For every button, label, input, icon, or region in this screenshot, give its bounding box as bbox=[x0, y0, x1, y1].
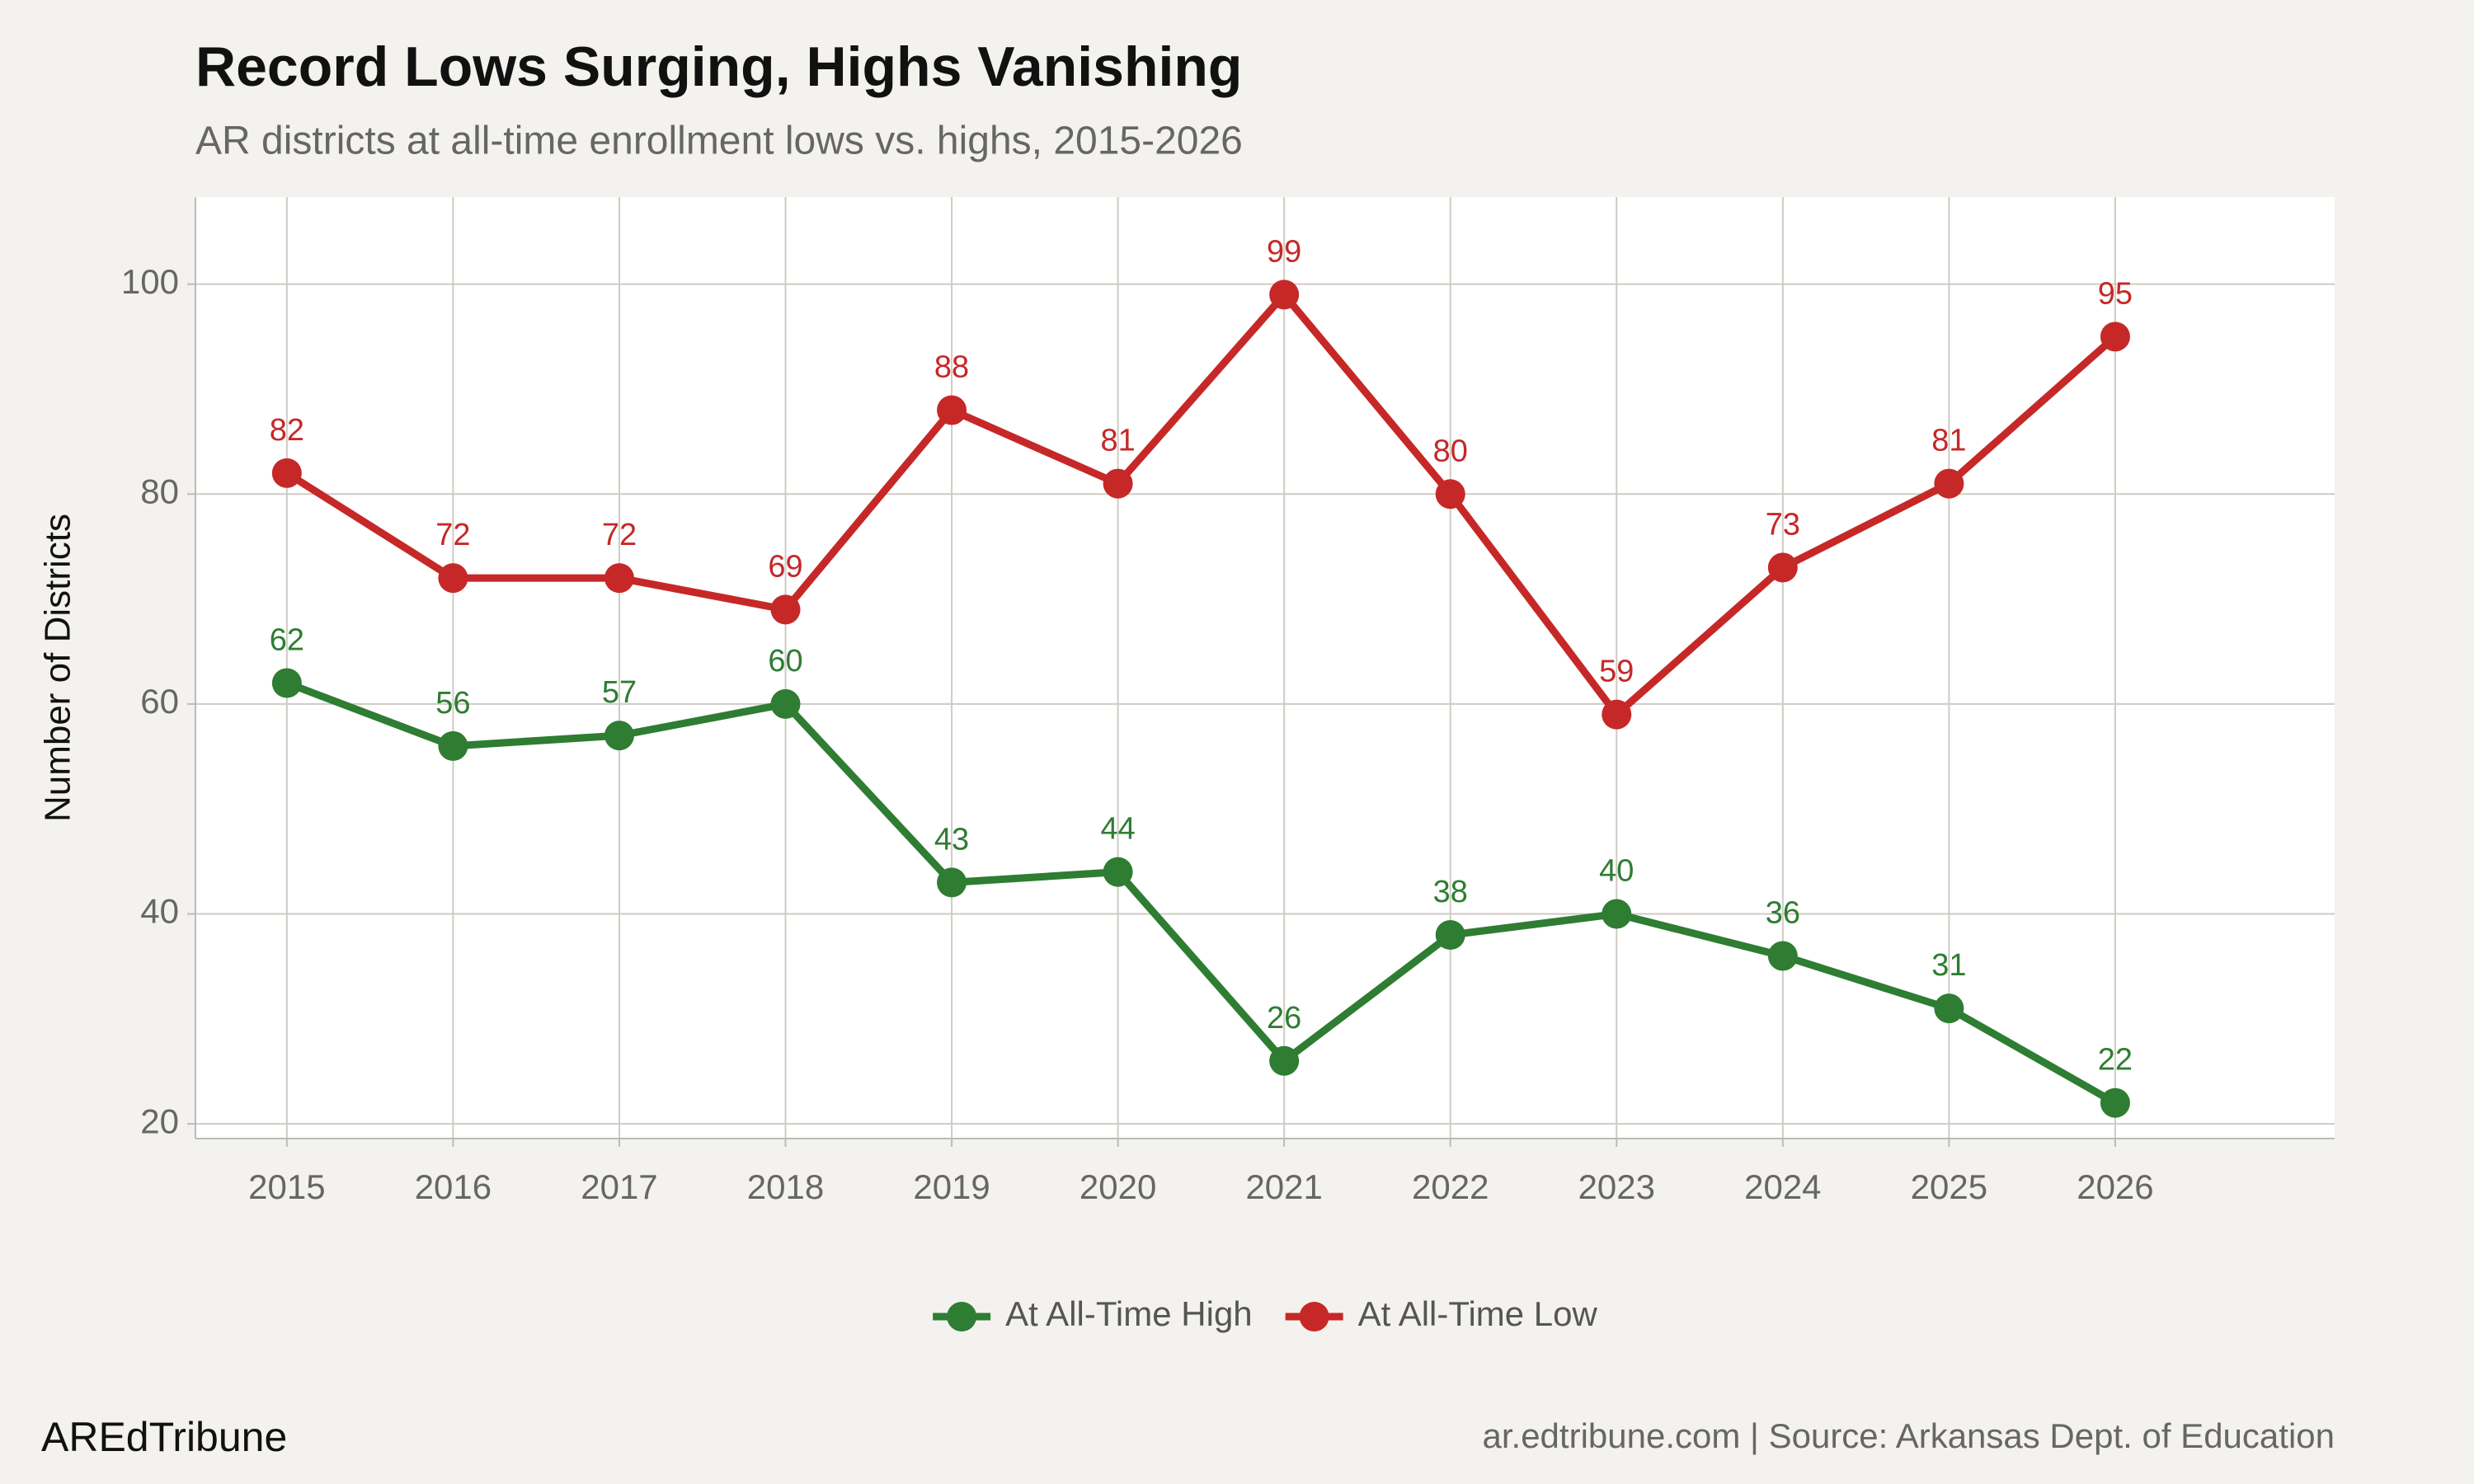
y-tick-label: 100 bbox=[121, 262, 179, 301]
data-label: 80 bbox=[1433, 434, 1468, 468]
point bbox=[271, 458, 302, 488]
x-tick-label: 2018 bbox=[747, 1167, 824, 1206]
credit: AREdTribune bbox=[41, 1414, 287, 1460]
chart-title: Record Lows Surging, Highs Vanishing bbox=[195, 35, 1242, 98]
source: ar.edtribune.com | Source: Arkansas Dept… bbox=[1483, 1416, 2335, 1455]
plot-area bbox=[195, 197, 2335, 1139]
data-label: 59 bbox=[1599, 655, 1634, 689]
point bbox=[1269, 279, 1300, 310]
data-label: 69 bbox=[768, 549, 802, 584]
x-tick-label: 2015 bbox=[248, 1167, 325, 1206]
data-label: 72 bbox=[602, 518, 637, 552]
data-label: 43 bbox=[934, 822, 969, 857]
data-label: 56 bbox=[435, 686, 470, 721]
y-tick-label: 40 bbox=[140, 892, 179, 931]
point bbox=[438, 563, 468, 594]
x-tick-label: 2019 bbox=[913, 1167, 990, 1206]
data-label: 26 bbox=[1267, 1001, 1301, 1036]
data-label: 72 bbox=[435, 518, 470, 552]
y-tick-label: 20 bbox=[140, 1101, 179, 1140]
point bbox=[770, 688, 801, 719]
point bbox=[271, 668, 302, 698]
point bbox=[1103, 857, 1133, 887]
x-tick-label: 2021 bbox=[1245, 1167, 1322, 1206]
point bbox=[2100, 322, 2130, 352]
data-label: 60 bbox=[768, 644, 802, 679]
point bbox=[1767, 941, 1798, 971]
data-label: 81 bbox=[1931, 424, 1966, 458]
x-tick-label: 2024 bbox=[1744, 1167, 1821, 1206]
series-line bbox=[285, 679, 2118, 1106]
data-label: 22 bbox=[2098, 1043, 2133, 1078]
data-label: 57 bbox=[602, 675, 637, 710]
data-label: 31 bbox=[1931, 948, 1966, 983]
point bbox=[604, 563, 634, 594]
legend-label: At All-Time High bbox=[1005, 1294, 1253, 1333]
point bbox=[1934, 468, 1964, 499]
point bbox=[1269, 1045, 1300, 1076]
data-label: 88 bbox=[934, 350, 969, 384]
point bbox=[1767, 552, 1798, 583]
x-tick-label: 2026 bbox=[2077, 1167, 2153, 1206]
data-label: 62 bbox=[270, 622, 304, 657]
data-label: 40 bbox=[1599, 854, 1634, 889]
y-axis-label: Number of Districts bbox=[38, 514, 78, 822]
data-label: 38 bbox=[1433, 875, 1468, 909]
point bbox=[1435, 479, 1465, 510]
data-label: 81 bbox=[1100, 424, 1135, 458]
point bbox=[770, 594, 801, 625]
chart-subtitle: AR districts at all-time enrollment lows… bbox=[195, 120, 1243, 163]
legend-marker bbox=[1299, 1302, 1329, 1331]
x-tick-label: 2025 bbox=[1911, 1167, 1987, 1206]
x-tick-label: 2017 bbox=[581, 1167, 657, 1206]
x-tick-label: 2016 bbox=[415, 1167, 492, 1206]
x-tick-label: 2023 bbox=[1578, 1167, 1655, 1206]
point bbox=[2100, 1087, 2130, 1118]
point bbox=[1602, 899, 1632, 929]
data-label: 95 bbox=[2098, 276, 2133, 311]
data-label: 73 bbox=[1766, 507, 1800, 542]
y-tick-label: 60 bbox=[140, 682, 179, 721]
legend-label: At All-Time Low bbox=[1358, 1294, 1598, 1333]
x-tick-label: 2022 bbox=[1412, 1167, 1489, 1206]
series-line bbox=[285, 290, 2118, 719]
y-tick-label: 80 bbox=[140, 472, 179, 510]
data-label: 44 bbox=[1100, 812, 1135, 847]
legend-marker bbox=[947, 1302, 977, 1331]
point bbox=[1934, 993, 1964, 1024]
point bbox=[438, 730, 468, 761]
point bbox=[1602, 699, 1632, 730]
point bbox=[1103, 468, 1133, 499]
point bbox=[937, 867, 967, 898]
data-label: 36 bbox=[1766, 896, 1800, 931]
point bbox=[1435, 920, 1465, 951]
data-label: 99 bbox=[1267, 234, 1301, 269]
point bbox=[937, 395, 967, 425]
data-label: 82 bbox=[270, 413, 304, 448]
x-tick-label: 2020 bbox=[1079, 1167, 1156, 1206]
point bbox=[604, 721, 634, 751]
